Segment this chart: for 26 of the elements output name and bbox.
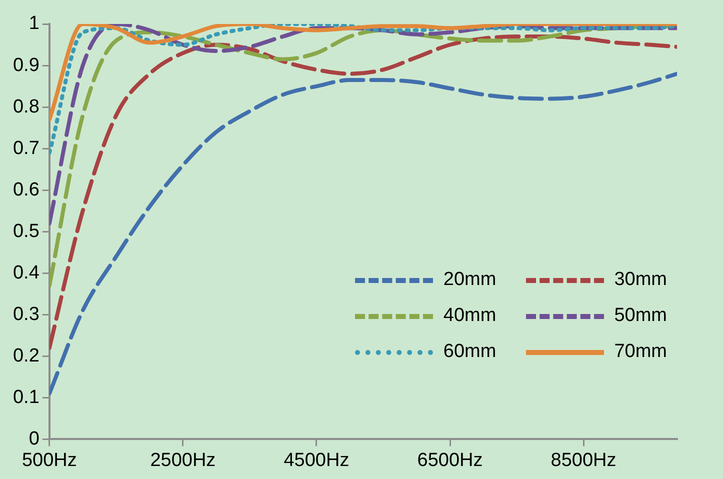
y-tick-label: 0.5 — [12, 220, 40, 242]
y-tick-label: 0.3 — [12, 304, 40, 325]
line-series — [49, 24, 677, 122]
y-tick-label: 0.7 — [12, 138, 40, 159]
y-tick-label: 0.9 — [12, 54, 40, 76]
y-tick-label: 0.1 — [12, 386, 40, 408]
y-tick-label: 1 — [28, 13, 40, 34]
legend-label: 30mm — [614, 269, 667, 292]
y-tick-label: 0.8 — [12, 96, 40, 118]
x-tick-label: 4500Hz — [284, 450, 350, 471]
line-series — [49, 72, 677, 396]
legend-label: 60mm — [443, 341, 496, 364]
x-tick-label: 2500Hz — [150, 450, 216, 471]
line-series — [49, 24, 677, 226]
y-tick-label: 0.2 — [12, 345, 40, 366]
y-tick-label: 0.4 — [12, 262, 40, 284]
legend-label: 50mm — [614, 305, 667, 328]
legend-label: 70mm — [614, 341, 667, 364]
y-tick-label: 0 — [28, 428, 40, 450]
x-tick-label: 500Hz — [22, 450, 77, 471]
legend-label: 20mm — [443, 269, 496, 292]
y-tick-label: 0.6 — [12, 179, 40, 200]
line-series — [49, 24, 677, 155]
x-tick-label: 6500Hz — [417, 450, 483, 471]
x-tick-label: 8500Hz — [550, 450, 616, 471]
legend-label: 40mm — [443, 305, 496, 328]
